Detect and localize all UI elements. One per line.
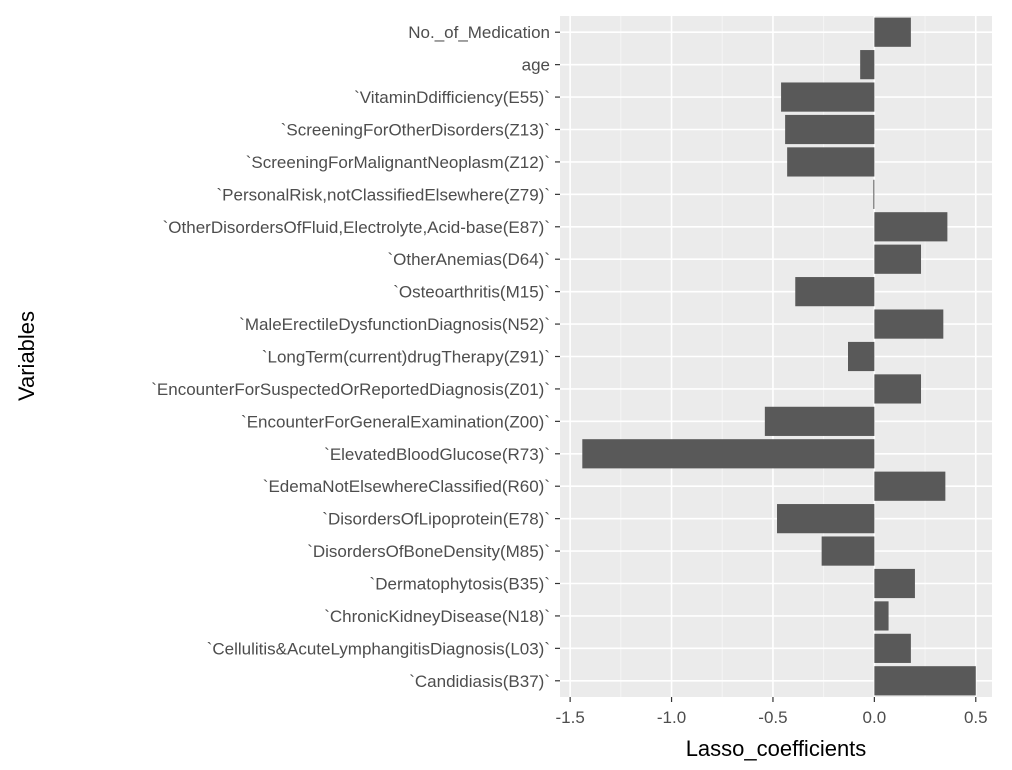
x-tick-label: 0.5 [964,708,988,727]
x-axis-tick-labels: -1.5 -1.0 -0.5 0.0 0.5 [555,708,987,727]
bar [860,50,875,80]
y-tick-label: `EncounterForGeneralExamination(Z00)` [241,412,550,431]
bar [874,633,911,663]
bar [874,666,976,696]
y-tick-label: `OtherAnemias(D64)` [388,250,551,269]
bars [582,17,976,696]
x-axis-ticks [569,697,977,702]
bar [787,147,875,177]
y-tick-label: age [522,56,550,75]
bar [874,212,948,242]
y-tick-label: No._of_Medication [408,23,550,42]
y-tick-label: `ChronicKidneyDisease(N18)` [324,607,550,626]
x-axis-title: Lasso_coefficients [686,736,867,761]
bar [873,179,875,209]
bar [781,82,875,112]
x-tick-label: -0.5 [758,708,787,727]
bar [777,504,875,534]
bar [874,309,944,339]
bar [848,341,875,372]
y-tick-label: `ScreeningForOtherDisorders(Z13)` [281,121,550,140]
bar [874,568,915,599]
y-tick-label: `DisordersOfLipoprotein(E78)` [322,510,550,529]
x-tick-label: 0.0 [863,708,887,727]
y-tick-label: `LongTerm(current)drugTherapy(Z91)` [262,348,550,367]
bar [874,601,889,631]
y-tick-label: `EncounterForSuspectedOrReportedDiagnosi… [151,380,550,399]
y-tick-label: `DisordersOfBoneDensity(M85)` [307,542,550,561]
bar [821,536,875,566]
y-tick-label: `MaleErectileDysfunctionDiagnosis(N52)` [239,315,550,334]
bar [795,277,875,307]
y-axis-title: Variables [14,311,39,401]
y-tick-label: `PersonalRisk,notClassifiedElsewhere(Z79… [216,185,550,204]
bar [874,244,922,274]
bar [874,374,922,404]
y-tick-label: `Candidiasis(B37)` [409,672,550,691]
y-tick-label: `Cellulitis&AcuteLymphangitisDiagnosis(L… [207,639,550,658]
y-tick-label: `Osteoarthritis(M15)` [393,283,550,302]
y-tick-label: `EdemaNotElsewhereClassified(R60)` [263,477,550,496]
bar [764,406,875,436]
y-tick-label: `ElevatedBloodGlucose(R73)` [324,445,550,464]
y-tick-label: `VitaminDdifficiency(E55)` [354,88,550,107]
bar [785,114,875,145]
y-tick-label: `ScreeningForMalignantNeoplasm(Z12)` [246,153,550,172]
x-tick-label: -1.0 [657,708,686,727]
bar [582,439,875,469]
y-tick-label: `OtherDisordersOfFluid,Electrolyte,Acid-… [163,218,550,237]
x-tick-label: -1.5 [555,708,584,727]
bar [874,471,946,501]
y-axis-ticks [555,31,560,682]
y-tick-label: `Dermatophytosis(B35)` [370,575,550,594]
bar [874,17,911,47]
